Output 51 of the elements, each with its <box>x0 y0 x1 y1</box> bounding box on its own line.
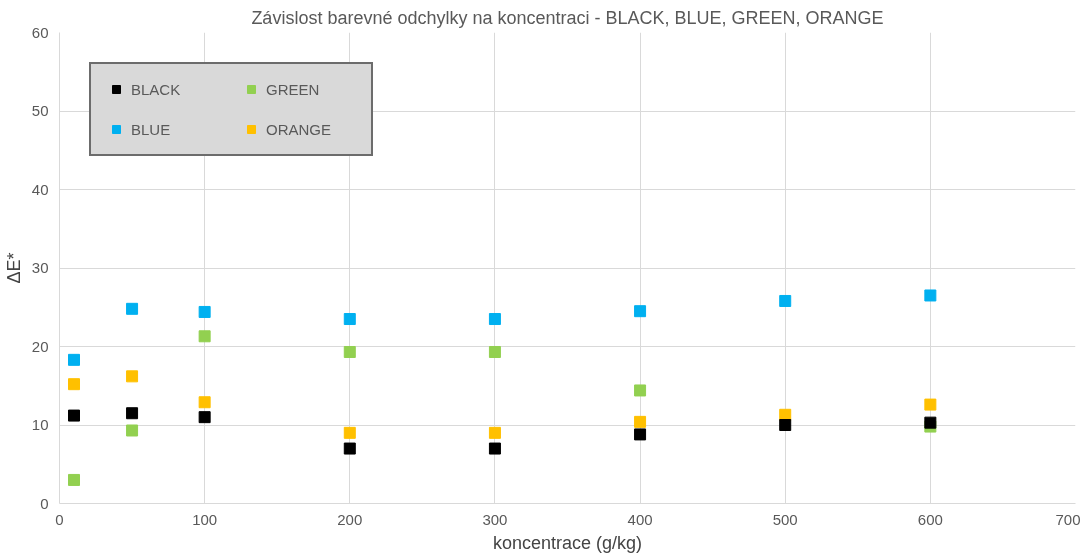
x-tick-label: 200 <box>337 510 363 528</box>
point <box>198 411 211 424</box>
point <box>126 424 139 437</box>
point <box>488 345 501 358</box>
point <box>924 416 937 429</box>
x-tick-label: 500 <box>772 510 798 528</box>
x-tick-label: 600 <box>917 510 943 528</box>
x-tick-label: 300 <box>482 510 508 528</box>
legend-label: BLUE <box>131 120 172 138</box>
point <box>343 345 356 358</box>
legend-label: GREEN <box>266 80 321 98</box>
legend-label: ORANGE <box>266 120 332 138</box>
x-tick-label: 100 <box>192 510 218 528</box>
point <box>634 384 647 397</box>
point <box>634 415 647 428</box>
point <box>68 409 81 422</box>
point <box>126 407 139 420</box>
point <box>126 302 139 315</box>
point <box>198 305 211 318</box>
y-axis-title: ΔE* <box>3 252 24 284</box>
y-tick-label: 50 <box>31 102 49 119</box>
x-axis-title: koncentrace (g/kg) <box>492 532 643 553</box>
point <box>779 419 792 431</box>
point <box>634 305 647 318</box>
x-tick-label: 400 <box>627 510 653 528</box>
point <box>488 426 501 439</box>
point <box>68 473 81 486</box>
chart-title: Závislost barevné odchylky na koncentraci - BLACK, BLUE, GREEN, ORANGE <box>251 7 884 28</box>
point <box>343 442 356 455</box>
point <box>198 330 211 343</box>
point <box>198 396 211 409</box>
point <box>488 313 501 326</box>
y-tick-label: 40 <box>31 180 49 198</box>
x-tick-label: 0 <box>55 510 64 528</box>
point <box>126 370 139 383</box>
y-tick-label: 10 <box>31 416 49 433</box>
y-tick-label: 30 <box>31 259 49 276</box>
x-tick-label: 700 <box>1055 510 1081 528</box>
point <box>924 289 937 302</box>
point <box>634 428 647 441</box>
point <box>488 442 501 455</box>
y-tick-label: 60 <box>31 23 49 41</box>
legend-label: BLACK <box>131 80 182 98</box>
y-tick-label: 0 <box>40 494 49 512</box>
point <box>68 378 81 391</box>
y-tick-label: 20 <box>31 337 49 355</box>
point <box>343 426 356 439</box>
point <box>68 353 81 366</box>
point <box>924 398 937 411</box>
point <box>779 294 792 307</box>
point <box>343 313 356 326</box>
